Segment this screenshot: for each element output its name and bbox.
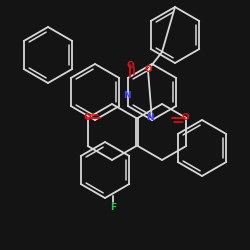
Text: O: O (144, 66, 152, 74)
Text: O: O (83, 114, 91, 122)
Text: N: N (146, 114, 154, 122)
Text: O: O (181, 114, 189, 122)
Text: F: F (110, 204, 116, 212)
Text: N: N (123, 90, 131, 100)
Text: O: O (126, 60, 134, 70)
